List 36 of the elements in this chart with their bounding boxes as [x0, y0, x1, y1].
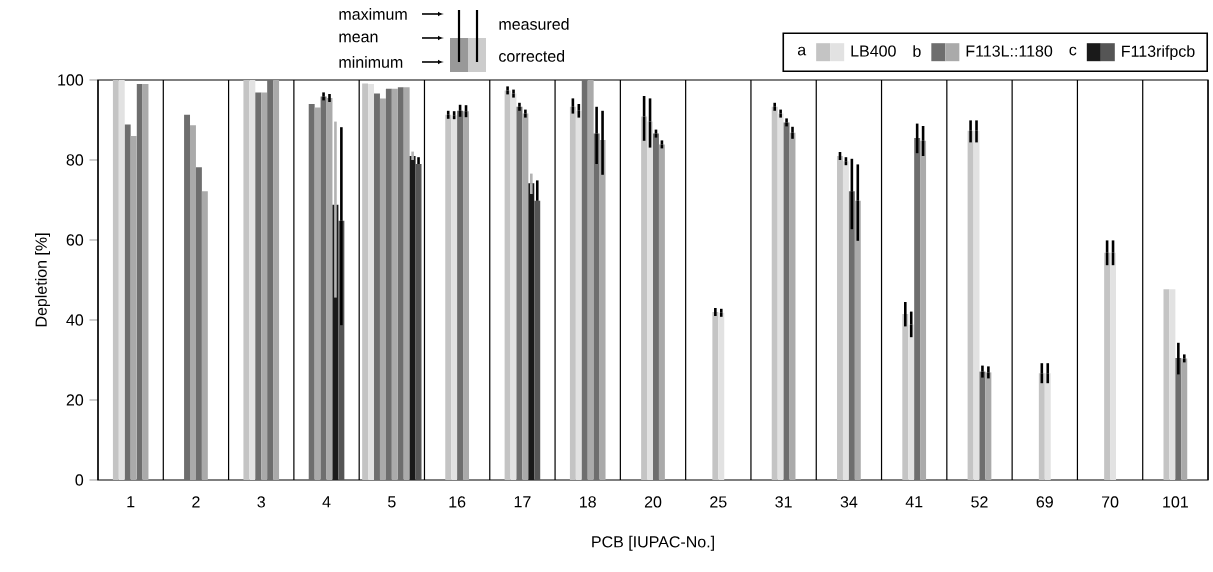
- text: corrected: [499, 50, 565, 62]
- x-tick-label: 25: [710, 496, 727, 508]
- text: c: [1069, 46, 1077, 56]
- text: minimum: [339, 56, 403, 68]
- y-axis-title: Depletion [%]: [35, 233, 50, 327]
- y-tick-label: 60: [66, 234, 84, 246]
- x-tick-label: 3: [257, 496, 265, 508]
- legend-label: LB400: [851, 45, 896, 57]
- x-tick-label: 16: [449, 496, 466, 508]
- text: mean: [339, 33, 378, 43]
- x-tick-label: 4: [322, 496, 331, 508]
- x-tick-label: 52: [971, 496, 988, 508]
- x-tick-label: 101: [1163, 496, 1188, 508]
- y-tick-label: 40: [66, 314, 84, 326]
- y-tick-label: 0: [75, 474, 84, 486]
- y-tick-label: 80: [66, 154, 84, 166]
- text: maximum: [339, 8, 407, 20]
- y-tick-label: 100: [58, 74, 84, 86]
- x-tick-label: 5: [388, 496, 396, 508]
- x-tick-label: 70: [1101, 496, 1119, 508]
- x-tick-label: 20: [644, 496, 662, 508]
- x-tick-label: 41: [905, 496, 923, 508]
- text: measured: [499, 18, 569, 30]
- x-tick-label: 2: [192, 496, 200, 508]
- y-tick-label: 20: [66, 394, 84, 406]
- text: a: [797, 46, 807, 56]
- x-tick-label: 17: [514, 496, 531, 508]
- x-tick-label: 69: [1036, 496, 1053, 508]
- legend-label: F113rifpcb: [1122, 45, 1195, 61]
- text: b: [913, 45, 921, 57]
- x-tick-label: 31: [775, 496, 792, 508]
- x-axis-title: PCB [IUPAC-No.]: [592, 535, 714, 551]
- x-tick-label: 34: [840, 496, 858, 508]
- x-tick-label: 1: [127, 496, 135, 508]
- x-tick-label: 18: [580, 496, 596, 508]
- legend-label: F113L::1180: [966, 45, 1053, 57]
